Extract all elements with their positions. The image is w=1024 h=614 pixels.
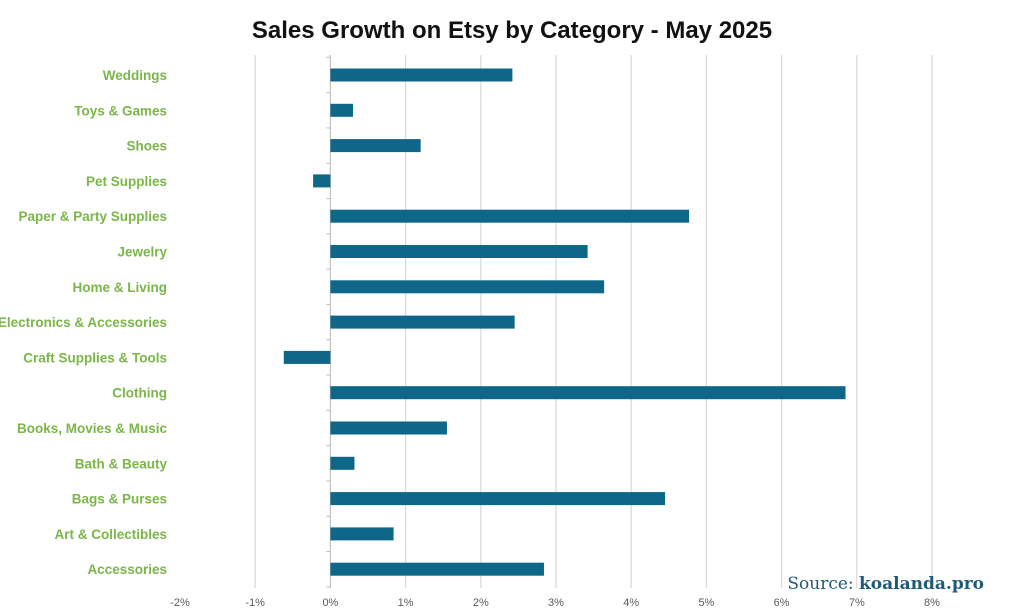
bar xyxy=(330,386,846,400)
source-label: Source: koalanda.pro xyxy=(787,574,984,594)
category-label: Home & Living xyxy=(72,280,167,295)
x-tick-label: 6% xyxy=(774,597,790,609)
category-label: Accessories xyxy=(87,562,167,577)
category-label: Jewelry xyxy=(117,245,167,260)
category-label: Bath & Beauty xyxy=(75,456,168,471)
category-label: Clothing xyxy=(112,386,167,401)
x-axis-tick-labels: -2% -1% 0% 1% 2% 3% 4% 5% 6% 7% 8% xyxy=(170,597,940,609)
category-labels: Weddings Toys & Games Shoes Pet Supplies Pap… xyxy=(0,68,167,577)
x-tick-label: 8% xyxy=(924,597,940,609)
bars xyxy=(283,68,846,576)
category-label: Craft Supplies & Tools xyxy=(23,350,167,365)
category-label: Art & Collectibles xyxy=(54,527,167,542)
x-tick-label: -1% xyxy=(245,597,265,609)
x-tick-label: 2% xyxy=(473,597,489,609)
x-tick-label: 1% xyxy=(398,597,414,609)
bar xyxy=(330,68,513,82)
x-tick-label: 7% xyxy=(849,597,865,609)
x-tick-label: 4% xyxy=(623,597,639,609)
bar xyxy=(330,315,515,329)
source-name: koalanda.pro xyxy=(859,574,984,594)
bar xyxy=(330,456,355,470)
x-tick-label: 5% xyxy=(698,597,714,609)
bar xyxy=(330,209,690,223)
category-label: Books, Movies & Music xyxy=(17,421,168,436)
category-label: Bags & Purses xyxy=(72,492,167,507)
bar xyxy=(283,350,331,364)
category-label: Shoes xyxy=(126,139,167,154)
bar xyxy=(330,280,605,294)
bar xyxy=(313,174,331,188)
category-label: Pet Supplies xyxy=(86,174,167,189)
bar xyxy=(330,103,353,117)
category-label: Toys & Games xyxy=(74,103,167,118)
x-tick-label: 3% xyxy=(548,597,564,609)
bar xyxy=(330,562,544,576)
bar xyxy=(330,527,394,541)
bar xyxy=(330,492,666,506)
source-prefix: Source: xyxy=(787,574,853,594)
x-tick-label: -2% xyxy=(170,597,190,609)
bar xyxy=(330,139,421,153)
x-tick-label: 0% xyxy=(322,597,338,609)
category-label: Paper & Party Supplies xyxy=(18,209,167,224)
bar xyxy=(330,421,447,435)
chart-title: Sales Growth on Etsy by Category - May 2… xyxy=(252,17,772,44)
bar xyxy=(330,245,588,258)
category-label: Electronics & Accessories xyxy=(0,315,167,330)
category-label: Weddings xyxy=(103,68,167,83)
